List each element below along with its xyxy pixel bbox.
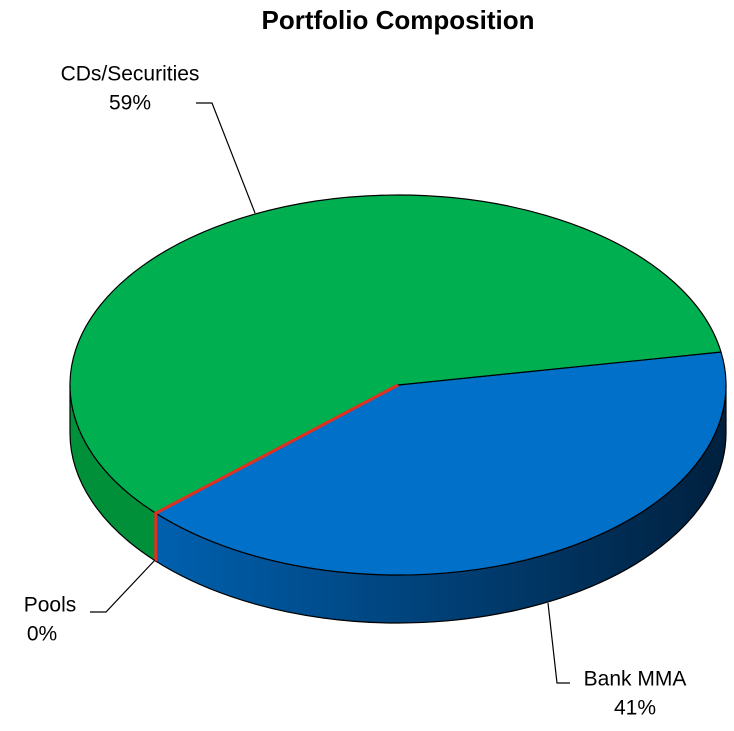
leader-line bbox=[196, 102, 256, 214]
slice-label: Pools bbox=[24, 594, 77, 617]
slice-value-label: 59% bbox=[109, 92, 151, 115]
slice-value-label: 0% bbox=[27, 623, 57, 646]
leader-lines bbox=[90, 102, 570, 684]
slice-label: Bank MMA bbox=[584, 668, 687, 691]
slice-label: CDs/Securities bbox=[61, 63, 200, 86]
chart-title: Portfolio Composition bbox=[262, 5, 535, 35]
pie-slice bbox=[155, 351, 727, 576]
pie-slice bbox=[69, 194, 722, 514]
pie bbox=[69, 194, 727, 624]
pie-slice-edge bbox=[154, 383, 399, 562]
leader-line bbox=[547, 602, 570, 684]
leader-line bbox=[90, 559, 156, 613]
slice-value-label: 41% bbox=[614, 697, 656, 720]
